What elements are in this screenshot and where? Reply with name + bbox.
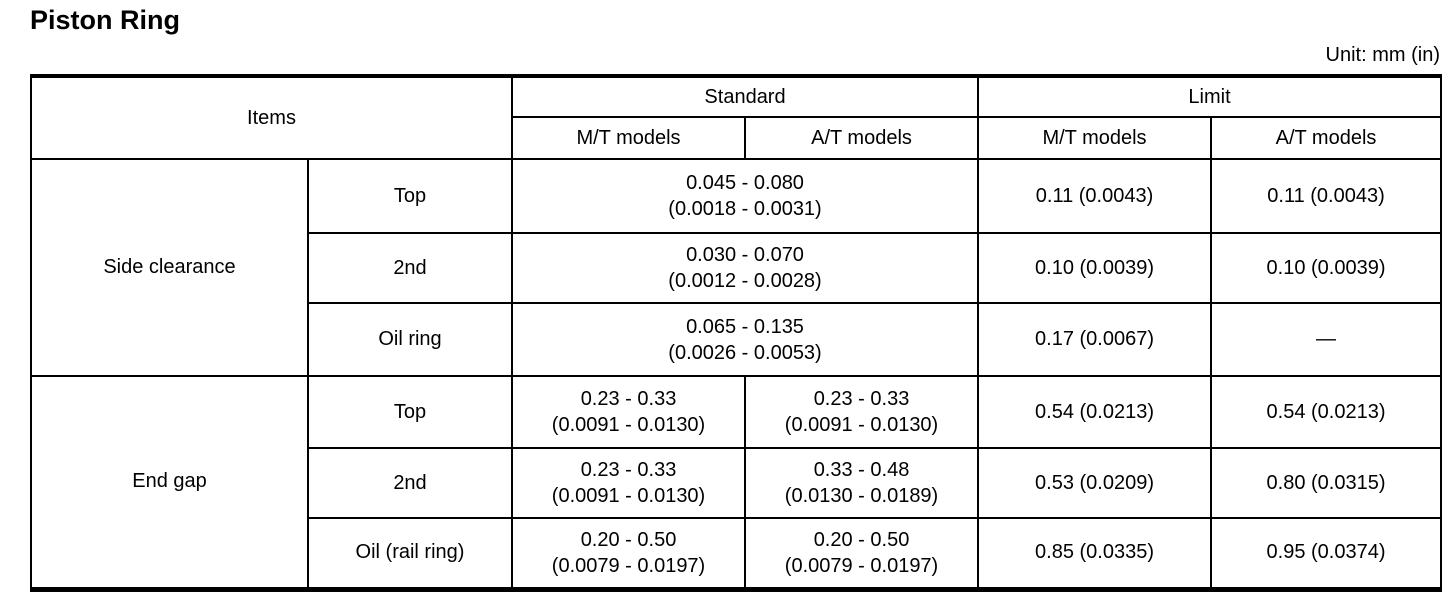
table-row-side-clearance-2nd: 2nd 0.030 - 0.070 (0.0012 - 0.0028) 0.10… (31, 232, 1443, 304)
row-label-oil-ring: Oil ring (307, 302, 513, 377)
row-label-top: Top (307, 158, 513, 234)
cell-side-clearance-2nd-limit-at: 0.10 (0.0039) (1210, 232, 1443, 304)
table-row-end-gap-oil-rail-ring: Oil (rail ring) 0.20 - 0.50 (0.0079 - 0.… (31, 517, 1443, 589)
row-label-top: Top (307, 375, 513, 449)
header-limit: Limit (977, 76, 1443, 118)
value-in: (0.0079 - 0.0197) (784, 554, 939, 577)
cell-end-gap-top-standard-mt: 0.23 - 0.33 (0.0091 - 0.0130) (511, 375, 746, 449)
header-standard: Standard (510, 76, 980, 118)
page-title: Piston Ring (30, 5, 180, 35)
table-row-side-clearance-oil-ring: Oil ring 0.065 - 0.135 (0.0026 - 0.0053)… (31, 302, 1443, 377)
row-label-2nd: 2nd (307, 232, 513, 304)
cell-end-gap-oil-limit-mt: 0.85 (0.0335) (977, 517, 1213, 589)
cell-side-clearance-oil-limit-mt: 0.17 (0.0067) (977, 302, 1213, 377)
table-row-end-gap-top: End gap Top 0.23 - 0.33 (0.0091 - 0.0130… (30, 375, 1443, 590)
cell-end-gap-2nd-limit-mt: 0.53 (0.0209) (977, 447, 1213, 519)
group-label-end-gap: End gap (30, 375, 309, 590)
value-in: (0.0130 - 0.0189) (784, 485, 939, 507)
cell-end-gap-top-standard-at: 0.23 - 0.33 (0.0091 - 0.0130) (743, 375, 980, 449)
header-standard-mt-models: M/T models (511, 116, 746, 160)
row-label-2nd: 2nd (307, 447, 513, 519)
value-mm: 0.23 - 0.33 (580, 459, 677, 481)
value-in: (0.0026 - 0.0053) (668, 341, 822, 364)
value-mm: 0.20 - 0.50 (813, 528, 910, 551)
cell-side-clearance-oil-standard: 0.065 - 0.135 (0.0026 - 0.0053) (510, 302, 980, 377)
group-label-side-clearance: Side clearance (30, 158, 309, 377)
cell-side-clearance-2nd-standard: 0.030 - 0.070 (0.0012 - 0.0028) (510, 232, 980, 304)
value-in: (0.0091 - 0.0130) (784, 414, 939, 436)
table-row-side-clearance-top: Side clearance Top 0.045 - 0.080 (0.0018… (30, 158, 1443, 377)
header-row-models: M/T models A/T models M/T models A/T mod… (31, 116, 1443, 160)
cell-end-gap-oil-standard-mt: 0.20 - 0.50 (0.0079 - 0.0197) (511, 517, 746, 589)
cell-end-gap-2nd-standard-mt: 0.23 - 0.33 (0.0091 - 0.0130) (511, 447, 746, 519)
cell-side-clearance-top-standard: 0.045 - 0.080 (0.0018 - 0.0031) (510, 158, 980, 234)
cell-end-gap-top-limit-mt: 0.54 (0.0213) (977, 375, 1213, 449)
header-items: Items (30, 76, 513, 160)
value-mm: 0.045 - 0.080 (686, 172, 804, 194)
value-mm: 0.20 - 0.50 (580, 528, 677, 551)
cell-end-gap-top-limit-at: 0.54 (0.0213) (1210, 375, 1443, 449)
cell-end-gap-2nd-standard-at: 0.33 - 0.48 (0.0130 - 0.0189) (743, 447, 980, 519)
value-in: (0.0079 - 0.0197) (551, 554, 706, 577)
value-in: (0.0018 - 0.0031) (668, 198, 822, 220)
value-mm: 0.065 - 0.135 (686, 315, 804, 338)
value-mm: 0.23 - 0.33 (813, 388, 910, 410)
table-row-end-gap-2nd: 2nd 0.23 - 0.33 (0.0091 - 0.0130) 0.33 -… (31, 447, 1443, 519)
header-limit-mt-models: M/T models (977, 116, 1213, 160)
cell-side-clearance-oil-limit-at: — (1210, 302, 1443, 377)
cell-end-gap-oil-limit-at: 0.95 (0.0374) (1210, 517, 1443, 589)
piston-ring-spec-table: Items Standard Limit M/T models A/T mode… (30, 74, 1443, 592)
value-in: (0.0012 - 0.0028) (668, 270, 822, 292)
header-row-groups: Items Standard Limit (30, 76, 1443, 160)
cell-side-clearance-top-limit-at: 0.11 (0.0043) (1210, 158, 1443, 234)
cell-side-clearance-2nd-limit-mt: 0.10 (0.0039) (977, 232, 1213, 304)
value-mm: 0.23 - 0.33 (580, 388, 677, 410)
value-mm: 0.030 - 0.070 (686, 244, 804, 266)
header-standard-at-models: A/T models (743, 116, 980, 160)
cell-end-gap-oil-standard-at: 0.20 - 0.50 (0.0079 - 0.0197) (743, 517, 980, 589)
value-in: (0.0091 - 0.0130) (551, 485, 706, 507)
header-limit-at-models: A/T models (1210, 116, 1443, 160)
unit-label: Unit: mm (in) (1325, 44, 1440, 66)
row-label-oil-rail-ring: Oil (rail ring) (307, 517, 513, 589)
cell-side-clearance-top-limit-mt: 0.11 (0.0043) (977, 158, 1213, 234)
cell-end-gap-2nd-limit-at: 0.80 (0.0315) (1210, 447, 1443, 519)
value-in: (0.0091 - 0.0130) (551, 414, 706, 436)
value-mm: 0.33 - 0.48 (813, 459, 910, 481)
